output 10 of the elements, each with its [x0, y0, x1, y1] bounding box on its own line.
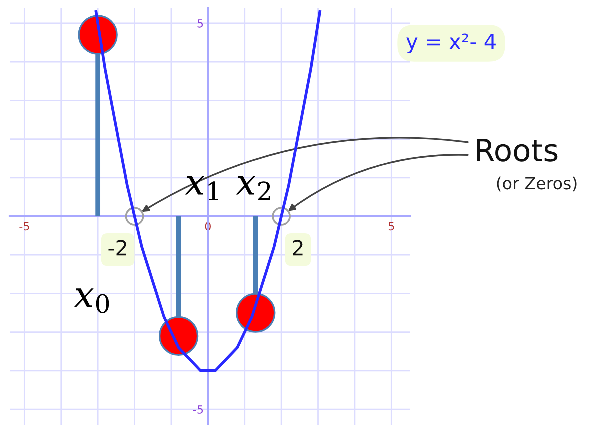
text: (or Zeros)	[497, 176, 577, 192]
annotation: 2	[258, 182, 270, 200]
annotation: -2	[108, 240, 126, 256]
text: x	[236, 176, 256, 195]
x-tick-label: 5	[388, 222, 394, 231]
text: Roots	[477, 139, 558, 162]
annotation: y = x²- 4	[406, 34, 496, 54]
x-tick-label: -5	[20, 222, 30, 231]
annotation: x$_{0}$	[74, 288, 110, 314]
text: 2	[293, 240, 303, 256]
